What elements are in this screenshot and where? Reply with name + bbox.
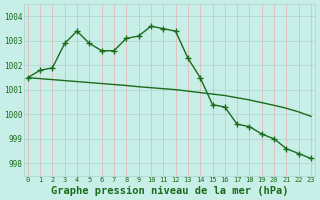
X-axis label: Graphe pression niveau de la mer (hPa): Graphe pression niveau de la mer (hPa) [51,186,288,196]
